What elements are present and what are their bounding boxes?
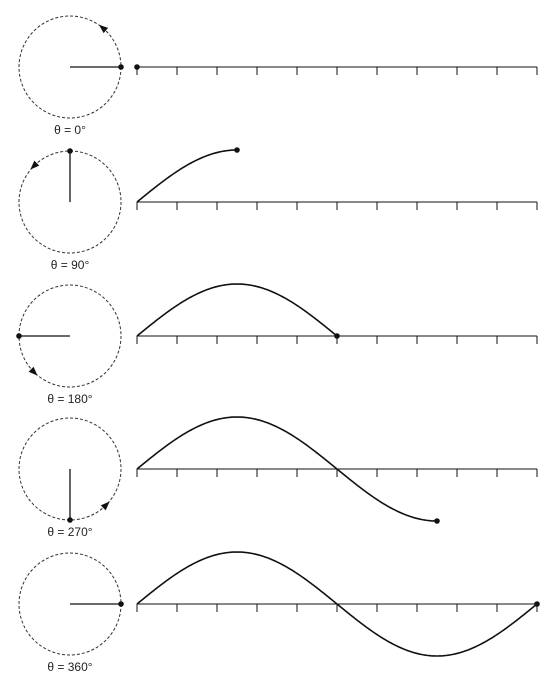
angle-label: θ = 90° xyxy=(51,258,90,272)
panel: θ = 90° xyxy=(18,147,538,272)
panel: θ = 0° xyxy=(18,15,538,137)
curve-end-dot xyxy=(134,64,140,70)
phasor-dot xyxy=(16,333,22,339)
sine-curve xyxy=(136,551,538,657)
sine-curve xyxy=(136,149,238,203)
panel: θ = 270° xyxy=(18,416,538,539)
panel: θ = 360° xyxy=(18,551,540,674)
phasor-circle xyxy=(18,417,122,521)
phasor-circle xyxy=(18,284,122,388)
phasor-dot xyxy=(67,148,73,154)
phasor-dot xyxy=(118,601,124,607)
phasor-dot xyxy=(67,517,73,523)
rotation-arrow xyxy=(30,160,40,170)
curve-end-dot xyxy=(234,147,240,153)
curve-end-dot xyxy=(434,518,440,524)
phasor-dot xyxy=(118,64,124,70)
rotation-arrow xyxy=(100,501,110,511)
angle-label: θ = 180° xyxy=(47,392,92,406)
panel: θ = 180° xyxy=(16,283,538,406)
angle-label: θ = 270° xyxy=(47,525,92,539)
phasor-circle xyxy=(18,150,122,254)
angle-label: θ = 0° xyxy=(54,123,86,137)
sine-curve xyxy=(136,416,438,522)
curve-end-dot xyxy=(334,333,340,339)
sine-curve xyxy=(136,283,338,337)
rotation-arrow xyxy=(98,24,109,34)
curve-end-dot xyxy=(534,601,540,607)
rotation-arrow xyxy=(28,366,38,376)
angle-label: θ = 360° xyxy=(47,660,92,674)
